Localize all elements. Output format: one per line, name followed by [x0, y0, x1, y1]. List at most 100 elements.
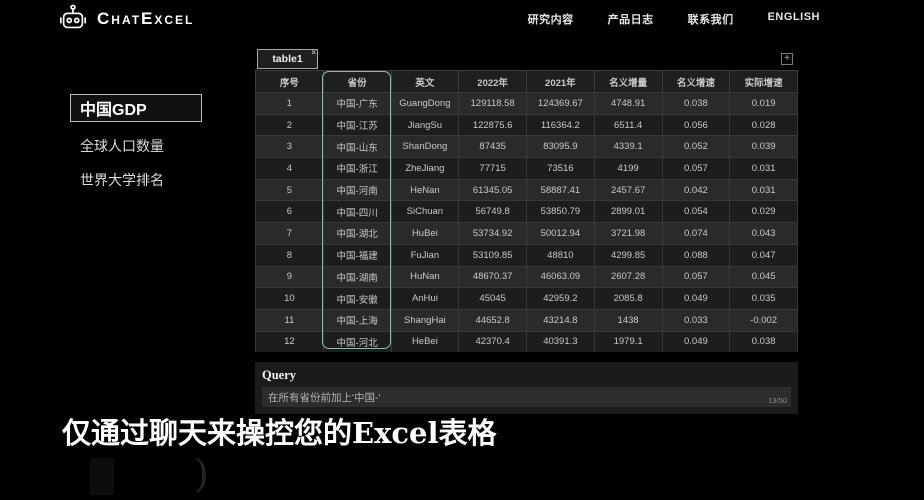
table-cell[interactable]: GuangDong: [390, 92, 460, 115]
table-cell[interactable]: 2607.28: [593, 265, 663, 289]
close-icon[interactable]: ×: [311, 48, 316, 57]
table-cell[interactable]: 0.033: [661, 308, 731, 332]
table-cell[interactable]: 中国-安徽: [322, 287, 392, 310]
table-cell[interactable]: 4748.91: [593, 92, 663, 115]
table-cell[interactable]: 中国-江苏: [322, 113, 392, 137]
column-header[interactable]: 2021年: [526, 70, 595, 93]
table-cell[interactable]: 0.038: [729, 330, 798, 352]
table-cell[interactable]: 122875.6: [458, 113, 527, 137]
table-cell[interactable]: 中国-河南: [322, 178, 392, 202]
table-cell[interactable]: 73516: [526, 157, 595, 180]
table-cell[interactable]: 8: [255, 243, 324, 267]
table-cell[interactable]: 2: [255, 113, 324, 137]
table-cell[interactable]: 43214.8: [526, 308, 595, 332]
table-cell[interactable]: 129118.58: [458, 92, 527, 115]
table-cell[interactable]: 0.057: [661, 157, 731, 180]
tab-table1[interactable]: table1 ×: [257, 49, 318, 69]
table-cell[interactable]: 124369.67: [526, 92, 595, 115]
table-cell[interactable]: SiChuan: [390, 200, 460, 224]
table-cell[interactable]: 0.049: [661, 287, 731, 310]
table-cell[interactable]: 0.039: [729, 135, 798, 159]
table-cell[interactable]: 44652.8: [458, 308, 527, 332]
table-cell[interactable]: 3721.98: [593, 222, 663, 245]
table-cell[interactable]: 4: [255, 157, 324, 180]
table-cell[interactable]: 61345.05: [458, 178, 527, 202]
table-cell[interactable]: 0.074: [661, 222, 731, 245]
table-cell[interactable]: 0.047: [729, 243, 798, 267]
nav-changelog[interactable]: 产品日志: [607, 14, 654, 26]
table-cell[interactable]: 40391.3: [526, 330, 595, 352]
table-cell[interactable]: 45045: [458, 287, 527, 310]
table-cell[interactable]: 1438: [593, 308, 663, 332]
table-cell[interactable]: HuBei: [390, 222, 460, 245]
table-cell[interactable]: JiangSu: [390, 113, 460, 137]
table-cell[interactable]: HeNan: [390, 178, 460, 202]
add-sheet-button[interactable]: +: [781, 53, 793, 65]
table-cell[interactable]: 53734.92: [458, 222, 527, 245]
sidebar-item-world-population[interactable]: 全球人口数量: [80, 138, 164, 154]
table-cell[interactable]: 中国-上海: [322, 308, 392, 332]
table-cell[interactable]: FuJian: [390, 243, 460, 267]
table-cell[interactable]: 0.035: [729, 287, 798, 310]
table-cell[interactable]: 56749.8: [458, 200, 527, 224]
table-cell[interactable]: 0.028: [729, 113, 798, 137]
table-cell[interactable]: 11: [255, 308, 324, 332]
query-input[interactable]: 在所有省份前加上'中国-' 13/50: [262, 387, 791, 407]
column-header[interactable]: 英文: [390, 70, 460, 93]
table-cell[interactable]: 46063.09: [526, 265, 595, 289]
table-cell[interactable]: 4339.1: [593, 135, 663, 159]
table-cell[interactable]: 83095.9: [526, 135, 595, 159]
table-cell[interactable]: 0.052: [661, 135, 731, 159]
column-header[interactable]: 省份: [322, 70, 392, 93]
table-cell[interactable]: 77715: [458, 157, 527, 180]
table-cell[interactable]: ShanDong: [390, 135, 460, 159]
table-cell[interactable]: 1979.1: [593, 330, 663, 352]
table-cell[interactable]: 中国-湖北: [322, 222, 392, 245]
table-cell[interactable]: ShangHai: [390, 308, 460, 332]
table-cell[interactable]: 0.054: [661, 200, 731, 224]
table-cell[interactable]: 2899.01: [593, 200, 663, 224]
table-cell[interactable]: 中国-福建: [322, 243, 392, 267]
table-cell[interactable]: 3: [255, 135, 324, 159]
column-header[interactable]: 实际增速: [729, 70, 798, 93]
table-cell[interactable]: 0.038: [661, 92, 731, 115]
table-cell[interactable]: 中国-湖南: [322, 265, 392, 289]
table-cell[interactable]: 9: [255, 265, 324, 289]
table-cell[interactable]: 0.043: [729, 222, 798, 245]
table-cell[interactable]: 0.031: [729, 157, 798, 180]
table-cell[interactable]: 4299.85: [593, 243, 663, 267]
column-header[interactable]: 名义增速: [661, 70, 731, 93]
table-cell[interactable]: 50012.94: [526, 222, 595, 245]
table-cell[interactable]: HuNan: [390, 265, 460, 289]
table-cell[interactable]: 2457.67: [593, 178, 663, 202]
table-cell[interactable]: 6511.4: [593, 113, 663, 137]
nav-language-toggle[interactable]: ENGLISH: [767, 11, 820, 23]
table-cell[interactable]: 中国-河北: [322, 330, 392, 352]
table-cell[interactable]: 6: [255, 200, 324, 224]
table-cell[interactable]: 10: [255, 287, 324, 310]
table-cell[interactable]: 1: [255, 92, 324, 115]
table-cell[interactable]: 48670.37: [458, 265, 527, 289]
table-cell[interactable]: 0.056: [661, 113, 731, 137]
table-cell[interactable]: 0.057: [661, 265, 731, 289]
table-cell[interactable]: 42959.2: [526, 287, 595, 310]
table-cell[interactable]: 0.045: [729, 265, 798, 289]
table-cell[interactable]: 53109.85: [458, 243, 527, 267]
nav-research[interactable]: 研究内容: [527, 14, 574, 26]
table-cell[interactable]: 5: [255, 178, 324, 202]
table-cell[interactable]: 2085.8: [593, 287, 663, 310]
table-cell[interactable]: 42370.4: [458, 330, 527, 352]
table-cell[interactable]: 58887.41: [526, 178, 595, 202]
table-cell[interactable]: 0.019: [729, 92, 798, 115]
table-cell[interactable]: 4199: [593, 157, 663, 180]
table-cell[interactable]: -0.002: [729, 308, 798, 332]
table-cell[interactable]: HeBei: [390, 330, 460, 352]
table-cell[interactable]: 116364.2: [526, 113, 595, 137]
table-cell[interactable]: 中国-浙江: [322, 157, 392, 180]
column-header[interactable]: 2022年: [458, 70, 527, 93]
table-cell[interactable]: 53850.79: [526, 200, 595, 224]
table-cell[interactable]: 中国-四川: [322, 200, 392, 224]
sidebar-item-university-ranking[interactable]: 世界大学排名: [80, 172, 164, 188]
table-cell[interactable]: 7: [255, 222, 324, 245]
table-cell[interactable]: ZheJiang: [390, 157, 460, 180]
